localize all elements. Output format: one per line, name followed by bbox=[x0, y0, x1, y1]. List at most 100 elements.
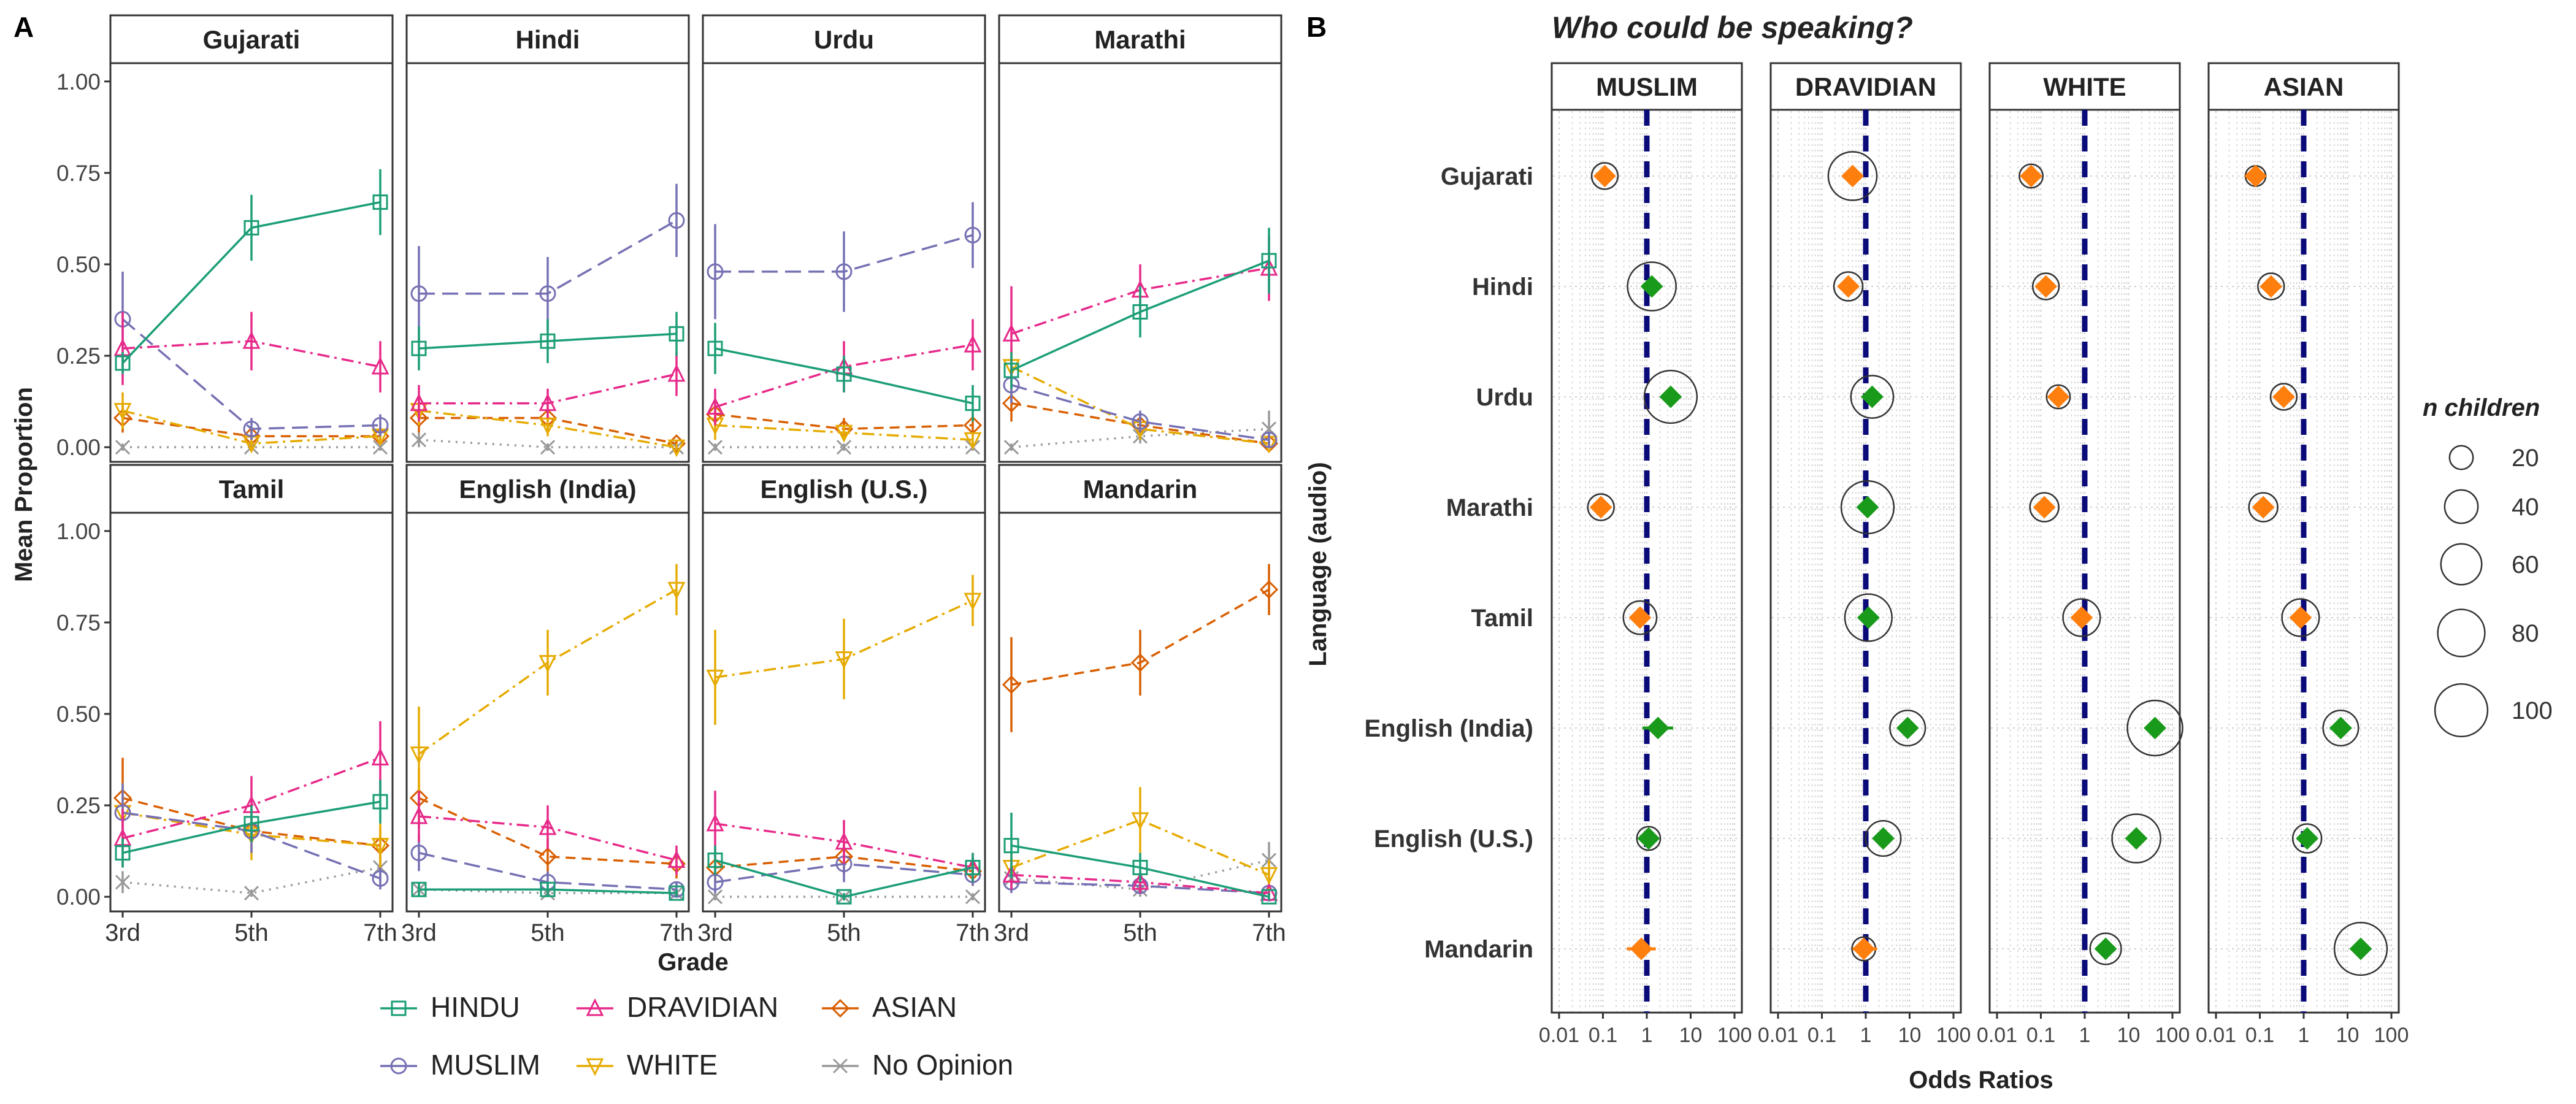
y-tick-label: 0.75 bbox=[56, 161, 101, 186]
language-label: Gujarati bbox=[1441, 163, 1533, 190]
data-point bbox=[707, 889, 723, 905]
facet-white: WHITE 0.01 0.1 1 10 100 bbox=[1977, 62, 2190, 1047]
facet-title: Marathi bbox=[1094, 25, 1186, 54]
odds-ratio-point bbox=[1840, 480, 1895, 535]
facet-strip bbox=[998, 464, 1282, 514]
series-line bbox=[1011, 384, 1270, 441]
data-point bbox=[372, 870, 389, 887]
odds-ratio-marker bbox=[2349, 937, 2372, 960]
facet-strip bbox=[109, 14, 394, 64]
legend-item-no-opinion: No Opinion bbox=[822, 1049, 1013, 1081]
odds-ratio-marker bbox=[2289, 606, 2312, 629]
y-tick-label: 1.00 bbox=[56, 69, 101, 94]
data-point bbox=[668, 212, 685, 229]
data-point bbox=[539, 817, 557, 835]
odds-ratio-marker bbox=[1628, 606, 1652, 629]
x-tick-label: 1 bbox=[2298, 1024, 2310, 1047]
legend-item-hindu: HINDU bbox=[380, 991, 520, 1023]
sample-size-circle bbox=[1627, 261, 1677, 312]
sample-size-circle bbox=[2322, 709, 2359, 747]
data-point bbox=[836, 366, 852, 382]
size-legend-label: 60 bbox=[2512, 551, 2539, 578]
facet-english-u-s: English (U.S.) 3rd 5th 7th bbox=[697, 464, 990, 946]
data-point bbox=[707, 263, 724, 280]
odds-ratio-point bbox=[2322, 709, 2359, 747]
facet-title: Gujarati bbox=[203, 25, 301, 54]
facet-strip bbox=[1769, 62, 1962, 111]
odds-ratio-marker bbox=[1872, 827, 1895, 850]
x-tick-label: 0.01 bbox=[1758, 1024, 1798, 1047]
legend-label: HINDU bbox=[431, 991, 520, 1023]
data-point bbox=[372, 440, 388, 455]
legend-item-dravidian: DRAVIDIAN bbox=[577, 991, 778, 1023]
data-point bbox=[540, 440, 556, 455]
y-tick-label: 0.00 bbox=[56, 884, 101, 910]
sample-size-circle bbox=[2281, 598, 2320, 637]
y-tick-label: 0.25 bbox=[56, 793, 101, 818]
data-point bbox=[706, 813, 724, 832]
odds-ratio-point bbox=[1844, 593, 1893, 642]
panel-b-size-legend: n children 20 40 60 80 100 bbox=[2423, 394, 2553, 738]
odds-ratio-point bbox=[1643, 369, 1698, 424]
data-point bbox=[1131, 812, 1149, 830]
x-tick-label: 3rd bbox=[401, 919, 437, 946]
x-tick-label: 3rd bbox=[994, 919, 1029, 946]
odds-ratio-marker bbox=[1856, 496, 1879, 519]
legend-label: ASIAN bbox=[872, 991, 957, 1023]
size-legend-label: 80 bbox=[2512, 620, 2539, 647]
data-point bbox=[540, 881, 556, 897]
odds-ratio-point bbox=[2089, 932, 2122, 965]
odds-ratio-point bbox=[1627, 937, 1656, 960]
sample-size-circle bbox=[1590, 162, 1619, 190]
language-label: Mandarin bbox=[1424, 936, 1533, 963]
data-point bbox=[409, 408, 429, 427]
data-point bbox=[667, 581, 686, 600]
x-tick-label: 1 bbox=[2079, 1024, 2091, 1047]
series-white bbox=[410, 564, 686, 802]
odds-ratio-point bbox=[2062, 598, 2101, 637]
data-point bbox=[706, 397, 724, 415]
y-tick-label: 1.00 bbox=[56, 519, 101, 544]
data-point bbox=[243, 420, 260, 437]
data-point bbox=[115, 355, 131, 371]
facet-english-india: English (India) 3rd 5th 7th bbox=[401, 464, 694, 946]
sample-size-circle bbox=[2062, 598, 2101, 637]
size-legend-circle bbox=[2440, 543, 2483, 586]
x-tick-label: 1 bbox=[1860, 1024, 1872, 1047]
data-point bbox=[242, 331, 261, 349]
series-line bbox=[418, 439, 677, 448]
odds-ratio-marker bbox=[1659, 385, 1682, 408]
odds-ratio-marker bbox=[1630, 937, 1653, 960]
legend-marker bbox=[586, 998, 604, 1016]
odds-ratio-point bbox=[1590, 162, 1619, 190]
data-point bbox=[539, 417, 557, 435]
sample-size-circle bbox=[2111, 813, 2161, 864]
language-label: English (India) bbox=[1364, 715, 1533, 742]
panel-b-y-axis-title: Language (audio) bbox=[1305, 462, 1332, 666]
facet-title: Urdu bbox=[814, 25, 874, 54]
x-tick-label: 5th bbox=[234, 919, 269, 946]
data-point bbox=[372, 194, 388, 210]
sample-size-circle bbox=[2031, 272, 2060, 301]
facet-strip bbox=[2207, 62, 2400, 111]
odds-ratio-marker bbox=[2144, 716, 2166, 740]
series-dravidian bbox=[706, 791, 982, 883]
data-point bbox=[669, 885, 684, 901]
series-asian bbox=[1002, 564, 1279, 732]
x-tick-label: 5th bbox=[1123, 919, 1157, 946]
series-muslim bbox=[410, 183, 685, 342]
facet-plot-area bbox=[109, 62, 394, 463]
legend-item-asian: ASIAN bbox=[822, 991, 957, 1023]
data-point bbox=[964, 226, 981, 243]
panel-b-label: B bbox=[1306, 11, 1327, 43]
odds-ratio-marker bbox=[1593, 164, 1616, 188]
data-point bbox=[1130, 653, 1150, 672]
sample-size-circle bbox=[2029, 492, 2060, 523]
data-point bbox=[667, 850, 686, 868]
legend-marker bbox=[832, 1058, 848, 1074]
data-point bbox=[115, 440, 131, 455]
x-tick-label: 7th bbox=[659, 919, 694, 946]
legend-marker bbox=[830, 999, 850, 1018]
data-point bbox=[1003, 838, 1019, 854]
sample-size-circle bbox=[1636, 826, 1662, 851]
